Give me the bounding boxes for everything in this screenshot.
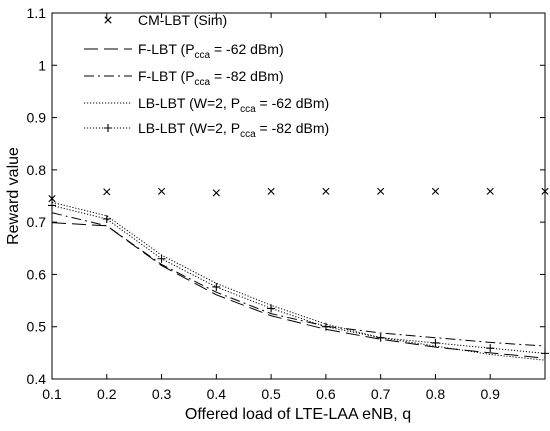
x-tick-label: 0.4 xyxy=(207,386,227,402)
x-tick-label: 0.6 xyxy=(316,386,336,402)
data-point xyxy=(157,254,166,263)
data-point xyxy=(431,338,440,347)
y-tick-label: 1 xyxy=(38,57,46,73)
legend-marker xyxy=(104,124,112,132)
data-point xyxy=(486,344,495,353)
y-tick-label: 0.8 xyxy=(27,162,47,178)
legend-item: F-LBT (Pcca = -62 dBm) xyxy=(84,41,284,61)
legend: CM-LBT (Sim) F-LBT (Pcca = -62 dBm) F-LBT … xyxy=(84,12,329,140)
x-tick-label: 0.2 xyxy=(97,386,117,402)
y-tick-label: 0.5 xyxy=(27,319,47,335)
data-point xyxy=(486,187,494,195)
y-axis-label: Reward value xyxy=(5,147,22,245)
data-point xyxy=(212,189,220,197)
data-point xyxy=(431,187,440,195)
y-tick-label: 0.7 xyxy=(27,214,47,230)
legend-item: LB-LBT (W=2, Pcca = -62 dBm) xyxy=(84,95,329,115)
x-tick-label: 0.8 xyxy=(426,386,446,402)
x-tick-label: 0.3 xyxy=(152,386,172,402)
data-point xyxy=(212,282,221,291)
data-point xyxy=(103,188,111,196)
data-point xyxy=(321,322,330,331)
series-4 xyxy=(51,201,546,361)
ticks-layer: 0.1 0.2 0.3 0.4 0.5 0.6 0.7 0.8 0.9 0.4 0.5 0.6 0.7 0… xyxy=(27,5,545,402)
data-point xyxy=(267,304,276,313)
legend-item: LB-LBT (W=2, Pcca = -82 dBm) xyxy=(84,120,329,140)
x-axis-label: Offered load of LTE-LAA eNB, q xyxy=(185,406,411,423)
data-point xyxy=(157,187,166,195)
y-tick-label: 0.9 xyxy=(27,110,47,126)
legend-label: LB-LBT (W=2, Pcca = -62 dBm) xyxy=(138,95,329,115)
series-line xyxy=(51,204,546,354)
series-1 xyxy=(48,187,549,203)
x-tick-label: 0.7 xyxy=(371,386,391,402)
data-point xyxy=(376,333,385,342)
series-3 xyxy=(51,212,546,347)
legend-item: CM-LBT (Sim) xyxy=(104,12,227,28)
x-tick-label: 0.5 xyxy=(261,386,281,402)
series-line xyxy=(51,201,546,361)
legend-item: F-LBT (Pcca = -82 dBm) xyxy=(84,68,284,88)
data-point xyxy=(102,215,111,224)
y-tick-label: 0.6 xyxy=(27,266,47,282)
legend-label: CM-LBT (Sim) xyxy=(138,12,227,28)
legend-label: F-LBT (Pcca = -82 dBm) xyxy=(138,68,284,88)
plot-frame xyxy=(51,12,546,380)
legend-marker xyxy=(104,16,112,24)
y-tick-label: 0.4 xyxy=(27,371,47,387)
series-line xyxy=(51,212,546,347)
y-tick-label: 1.1 xyxy=(27,5,47,21)
series-layer xyxy=(48,187,549,361)
data-point xyxy=(377,187,385,195)
series-line xyxy=(51,222,546,359)
data-point xyxy=(322,187,330,195)
data-point xyxy=(267,187,275,195)
legend-label: F-LBT (Pcca = -62 dBm) xyxy=(138,41,284,61)
series-2 xyxy=(51,222,546,359)
x-tick-label: 0.1 xyxy=(42,386,62,402)
x-tick-label: 0.9 xyxy=(480,386,500,402)
legend-label: LB-LBT (W=2, Pcca = -82 dBm) xyxy=(138,120,329,140)
series-5 xyxy=(48,201,549,358)
